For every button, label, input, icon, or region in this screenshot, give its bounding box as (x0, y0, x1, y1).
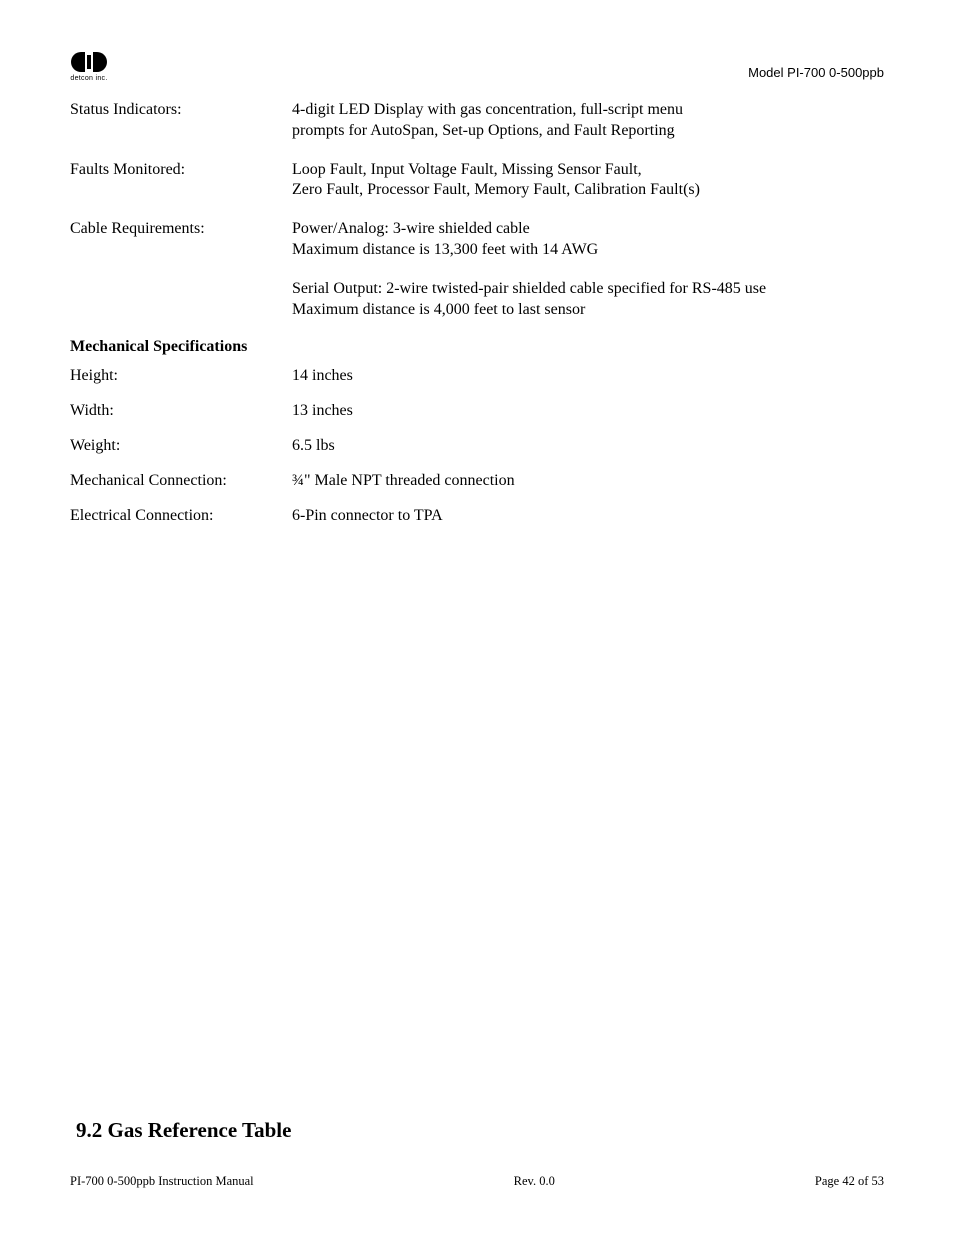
footer-right: Page 42 of 53 (815, 1174, 884, 1189)
model-label: Model PI-700 0-500ppb (748, 65, 884, 82)
logo-caption: detcon inc. (70, 75, 108, 82)
footer-center: Rev. 0.0 (514, 1174, 555, 1189)
spec-label (70, 279, 292, 321)
spec-row: Faults Monitored: Loop Fault, Input Volt… (70, 160, 884, 202)
company-logo: detcon inc. (70, 52, 108, 82)
spec-value: Serial Output: 2-wire twisted-pair shiel… (292, 279, 884, 321)
spec-label: Height: (70, 366, 292, 387)
spec-value: 14 inches (292, 366, 884, 387)
spec-value: 4-digit LED Display with gas concentrati… (292, 100, 884, 142)
spec-value: 13 inches (292, 401, 884, 422)
spec-value: Power/Analog: 3-wire shielded cable Maxi… (292, 219, 884, 261)
spec-label: Width: (70, 401, 292, 422)
spec-row: Mechanical Connection: ¾" Male NPT threa… (70, 471, 884, 492)
spec-label: Weight: (70, 436, 292, 457)
section-heading: Mechanical Specifications (70, 338, 884, 356)
spec-label: Cable Requirements: (70, 219, 292, 261)
spec-label: Electrical Connection: (70, 506, 292, 527)
spec-row: Electrical Connection: 6-Pin connector t… (70, 506, 884, 527)
spec-label: Status Indicators: (70, 100, 292, 142)
spec-value: 6.5 lbs (292, 436, 884, 457)
spec-row: Serial Output: 2-wire twisted-pair shiel… (70, 279, 884, 321)
page-footer: PI-700 0-500ppb Instruction Manual Rev. … (70, 1174, 884, 1189)
spec-value: Loop Fault, Input Voltage Fault, Missing… (292, 160, 884, 202)
spec-label: Faults Monitored: (70, 160, 292, 202)
page-header: detcon inc. Model PI-700 0-500ppb (70, 52, 884, 82)
footer-left: PI-700 0-500ppb Instruction Manual (70, 1174, 254, 1189)
spec-value: 6-Pin connector to TPA (292, 506, 884, 527)
spec-value: ¾" Male NPT threaded connection (292, 471, 884, 492)
spec-label: Mechanical Connection: (70, 471, 292, 492)
spec-row: Cable Requirements: Power/Analog: 3-wire… (70, 219, 884, 261)
chapter-heading: 9.2 Gas Reference Table (76, 1118, 291, 1143)
spec-row: Width: 13 inches (70, 401, 884, 422)
spec-row: Height: 14 inches (70, 366, 884, 387)
spec-row: Weight: 6.5 lbs (70, 436, 884, 457)
document-page: detcon inc. Model PI-700 0-500ppb Status… (0, 0, 954, 1235)
spec-row: Status Indicators: 4-digit LED Display w… (70, 100, 884, 142)
